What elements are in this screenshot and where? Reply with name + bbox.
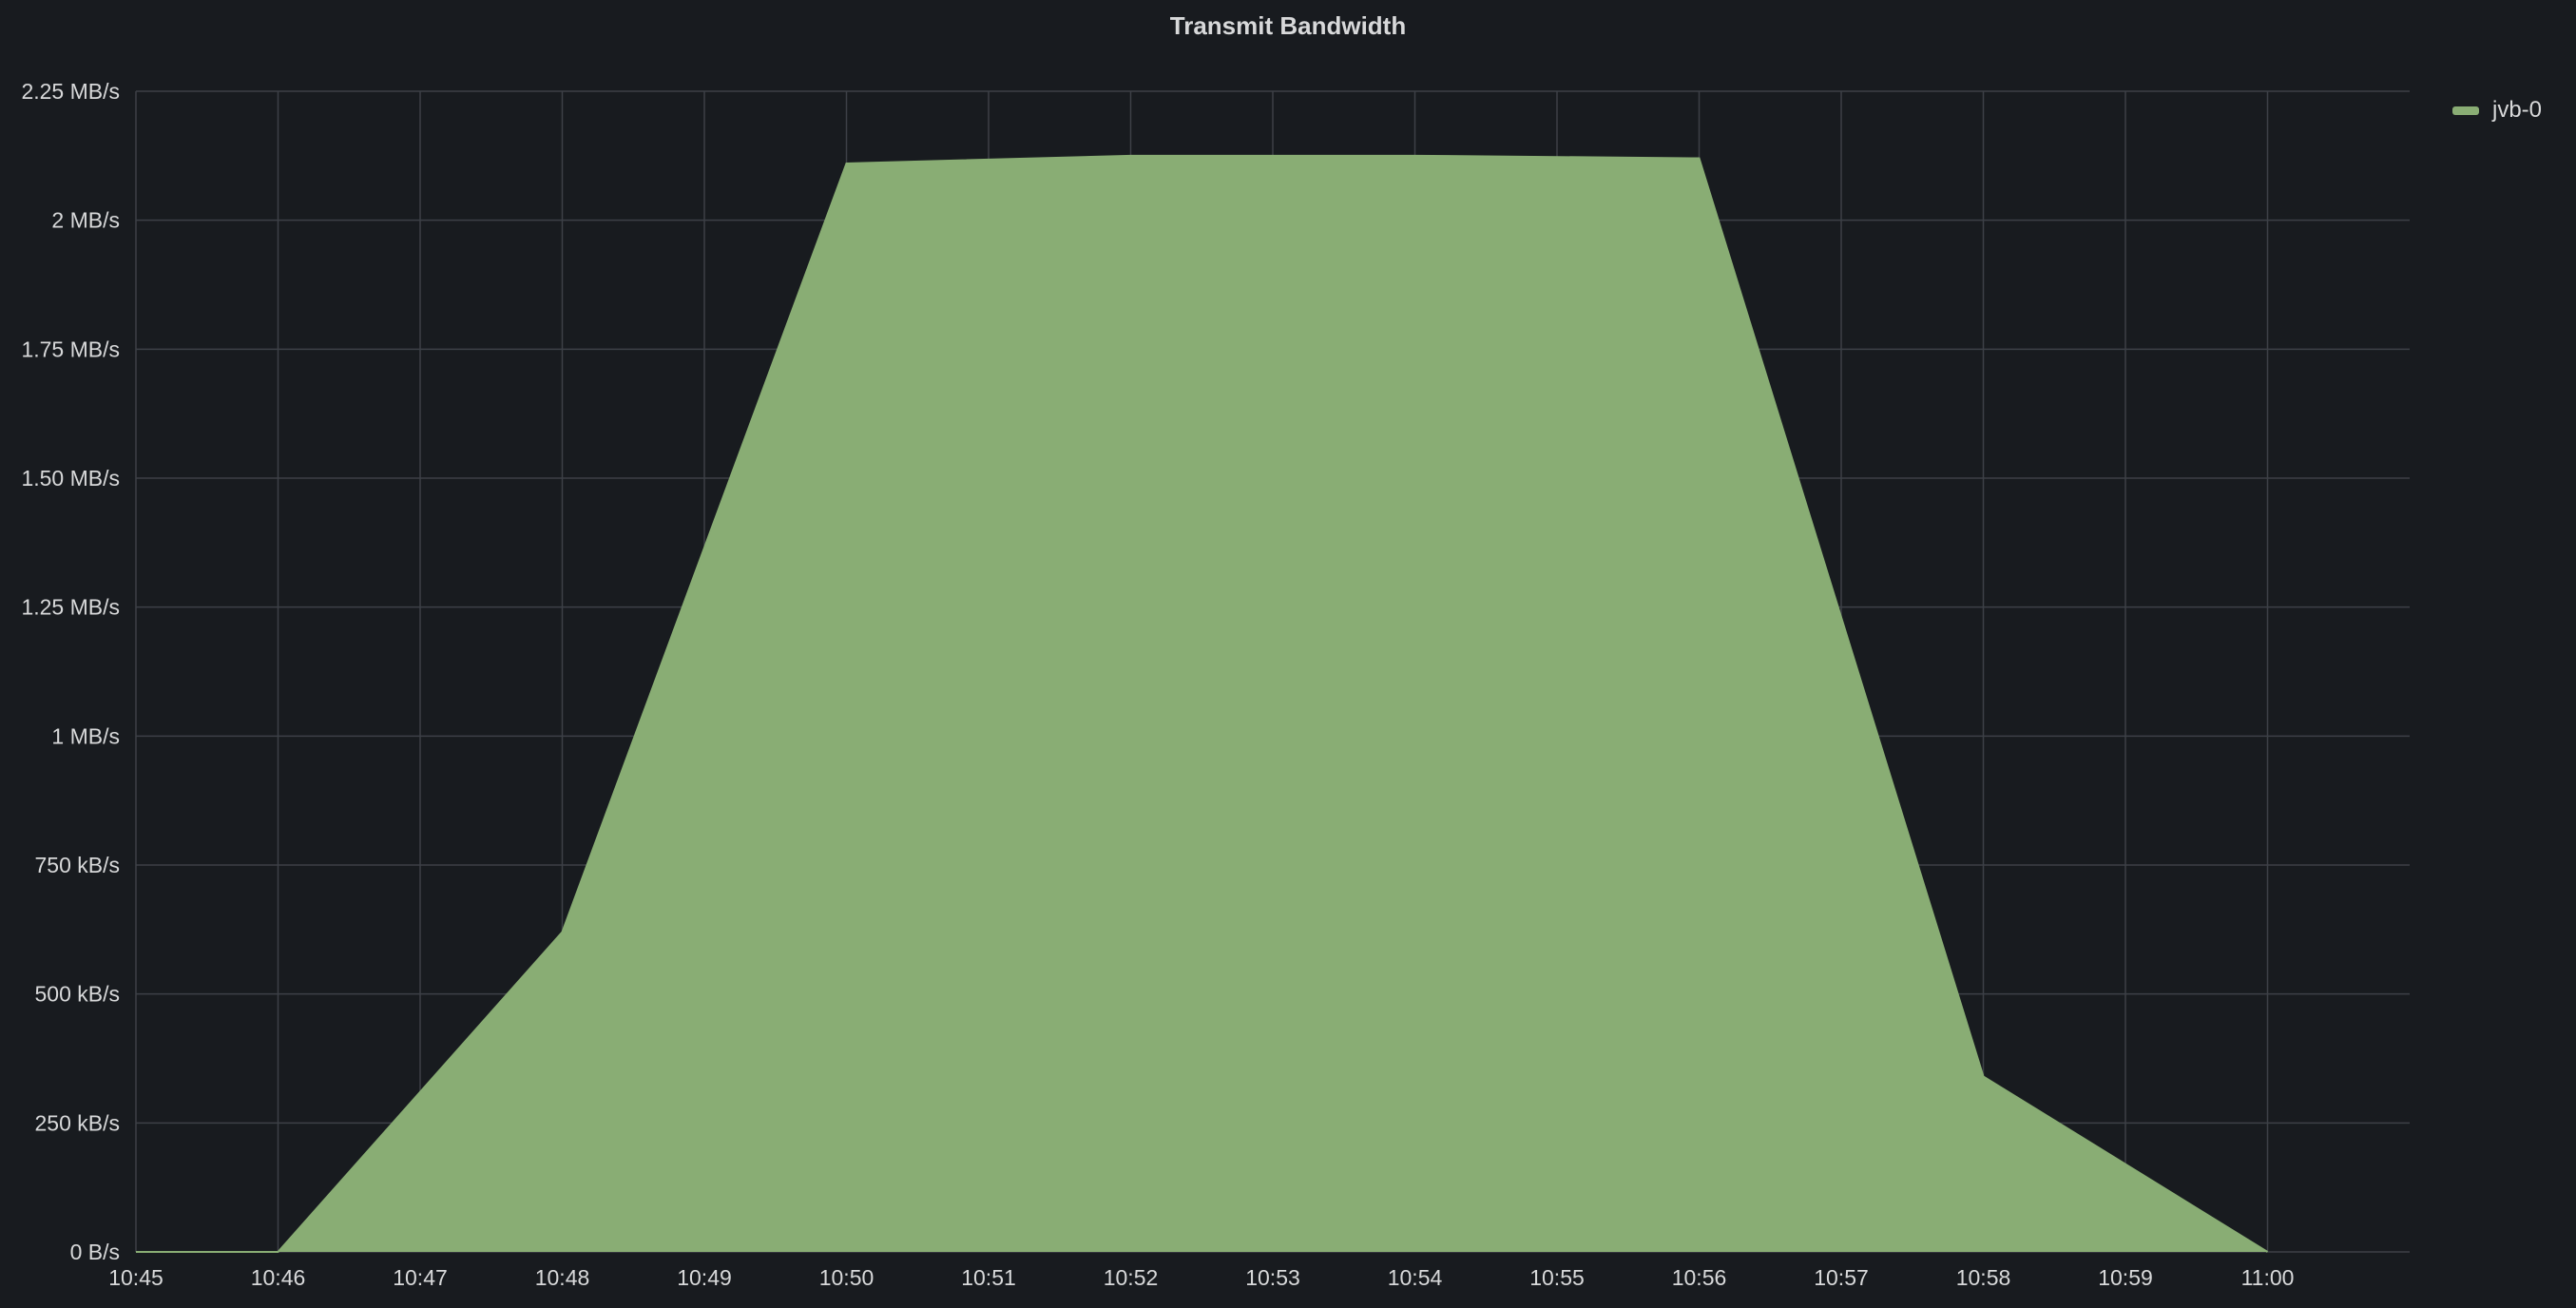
y-tick-label: 250 kB/s [35,1110,121,1135]
y-tick-label: 500 kB/s [35,982,121,1007]
x-tick-label: 10:52 [1104,1265,1159,1290]
legend-swatch-jvb-0 [2452,106,2479,115]
x-tick-label: 10:56 [1672,1265,1727,1290]
x-tick-label: 10:50 [819,1265,875,1290]
x-tick-label: 10:45 [108,1265,163,1290]
x-tick-label: 10:46 [251,1265,306,1290]
legend-label-jvb-0[interactable]: jvb-0 [2492,97,2543,123]
legend[interactable]: jvb-0 [2452,97,2542,124]
x-tick-label: 10:53 [1245,1265,1300,1290]
x-tick-label: 10:49 [677,1265,732,1290]
y-tick-label: 0 B/s [70,1240,120,1264]
y-tick-label: 750 kB/s [35,853,121,877]
series-line-jvb-0 [136,154,2269,1253]
panel-title[interactable]: Transmit Bandwidth [1169,11,1407,40]
y-tick-label: 2.25 MB/s [21,79,120,104]
series-area-jvb-0[interactable] [136,155,2268,1252]
x-tick-label: 10:55 [1529,1265,1585,1290]
x-tick-label: 10:47 [393,1265,448,1290]
y-tick-label: 1 MB/s [51,723,120,748]
x-tick-label: 10:48 [535,1265,590,1290]
x-tick-label: 10:59 [2098,1265,2153,1290]
y-tick-label: 1.25 MB/s [21,595,120,620]
y-tick-label: 2 MB/s [51,208,120,233]
axis-layer: 0 B/s 250 kB/s 500 kB/s 750 kB/s 1 MB/s 1.25 … [21,79,2294,1290]
x-tick-label: 10:54 [1388,1265,1443,1290]
x-tick-label: 10:51 [961,1265,1016,1290]
y-tick-label: 1.75 MB/s [21,337,120,361]
series-layer [136,154,2269,1253]
x-tick-label: 11:00 [2241,1265,2295,1290]
y-tick-label: 1.50 MB/s [21,466,120,490]
x-tick-label: 10:57 [1814,1265,1869,1290]
x-tick-label: 10:58 [1956,1265,2011,1290]
